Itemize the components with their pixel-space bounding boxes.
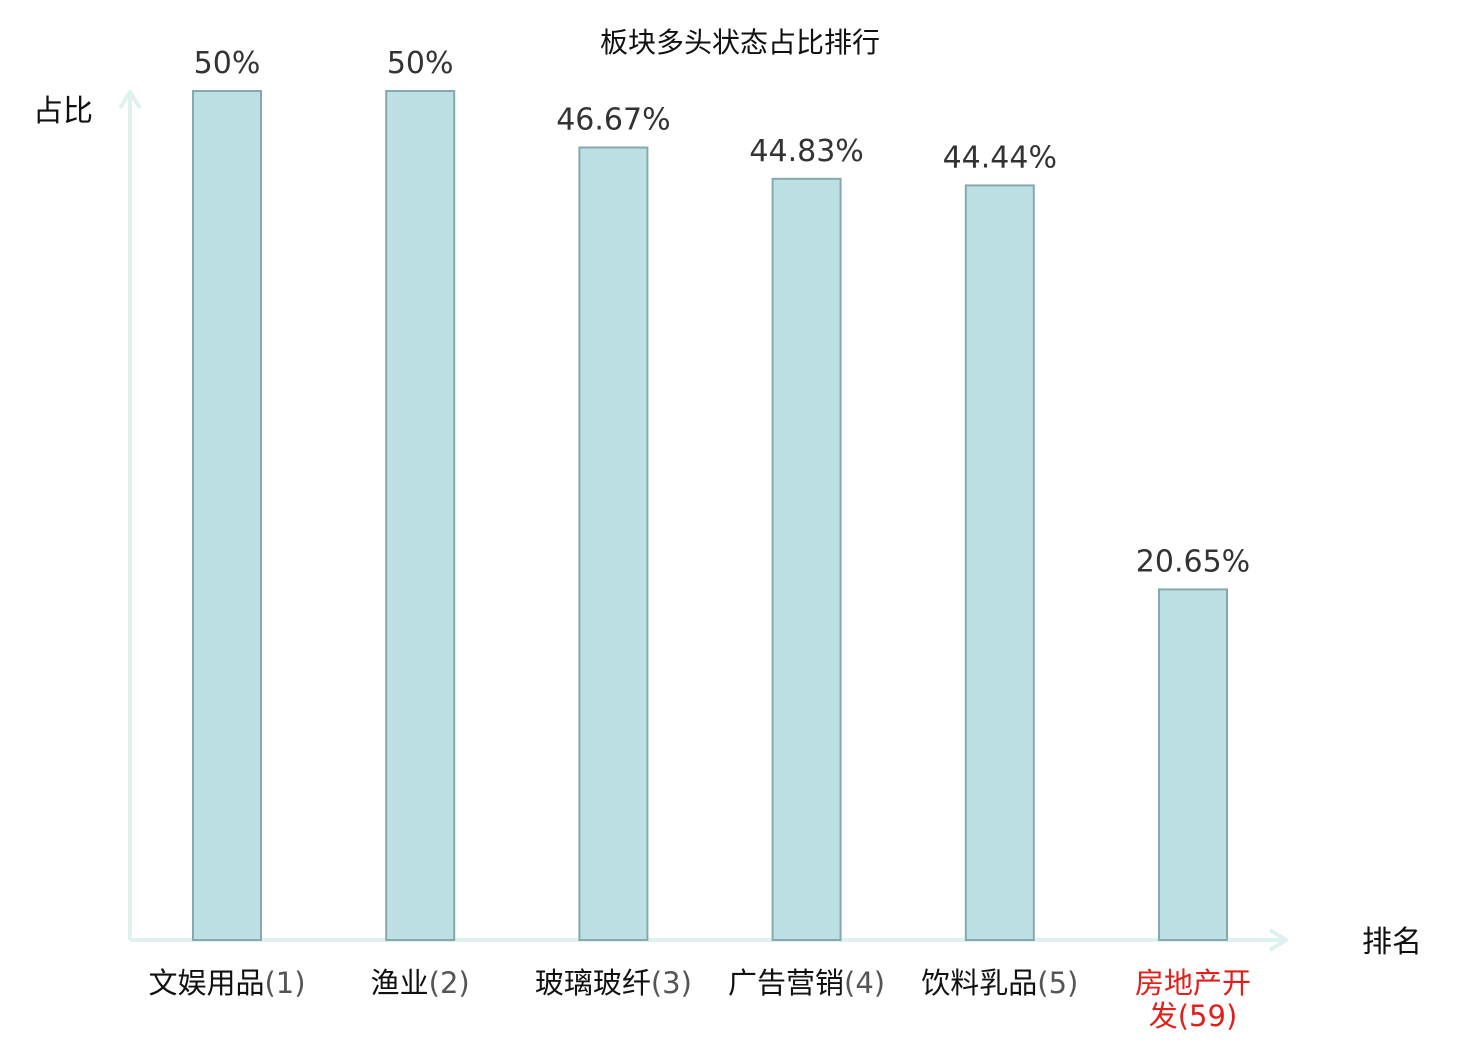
bars — [192, 90, 1228, 942]
chart-title: 板块多头状态占比排行 — [600, 26, 880, 59]
axes — [118, 90, 1288, 952]
bar — [964, 184, 1035, 941]
bar — [192, 90, 262, 941]
x-axis-arrowhead — [1268, 928, 1288, 952]
x-tick-label: 渔业(2) — [371, 966, 470, 1000]
y-axis-arrowhead — [118, 90, 142, 110]
x-axis-label: 排名 — [1362, 925, 1422, 960]
bar — [771, 177, 842, 942]
x-tick-rank: (2) — [429, 966, 470, 1000]
bar — [578, 146, 649, 941]
value-labels: 50% 50% 46.67% 44.83% 44.44% 20.65% — [194, 46, 1251, 579]
x-tick-label: 发(59) — [1149, 999, 1238, 1033]
x-tick-label: 房地产开 — [1135, 966, 1251, 1000]
bar-value-label: 20.65% — [1136, 544, 1250, 579]
x-tick-label: 文娱用品(1) — [148, 966, 305, 1000]
bar-value-label: 50% — [387, 46, 454, 81]
x-tick-rank: (1) — [264, 966, 305, 1000]
bar-value-label: 44.83% — [749, 134, 863, 169]
bar-value-label: 50% — [194, 46, 261, 81]
x-tick-label: 饮料乳品(5) — [921, 966, 1078, 1000]
bar — [1158, 588, 1228, 942]
x-tick-rank: (59) — [1178, 999, 1238, 1033]
x-tick-rank: (3) — [651, 966, 692, 1000]
bar-value-label: 46.67% — [556, 103, 670, 138]
x-tick-labels: 文娱用品(1) 渔业(2) 玻璃玻纤(3) 广告营销(4) 饮料乳品(5) 房地产开发(5… — [148, 966, 1251, 1033]
bar — [385, 90, 456, 941]
x-tick-label: 广告营销(4) — [728, 966, 885, 1000]
y-axis-label: 占比 — [33, 94, 93, 129]
x-tick-label: 玻璃玻纤(3) — [535, 966, 692, 1000]
bar-value-label: 44.44% — [943, 140, 1057, 175]
x-tick-rank: (5) — [1037, 966, 1078, 1000]
x-tick-rank: (4) — [844, 966, 885, 1000]
